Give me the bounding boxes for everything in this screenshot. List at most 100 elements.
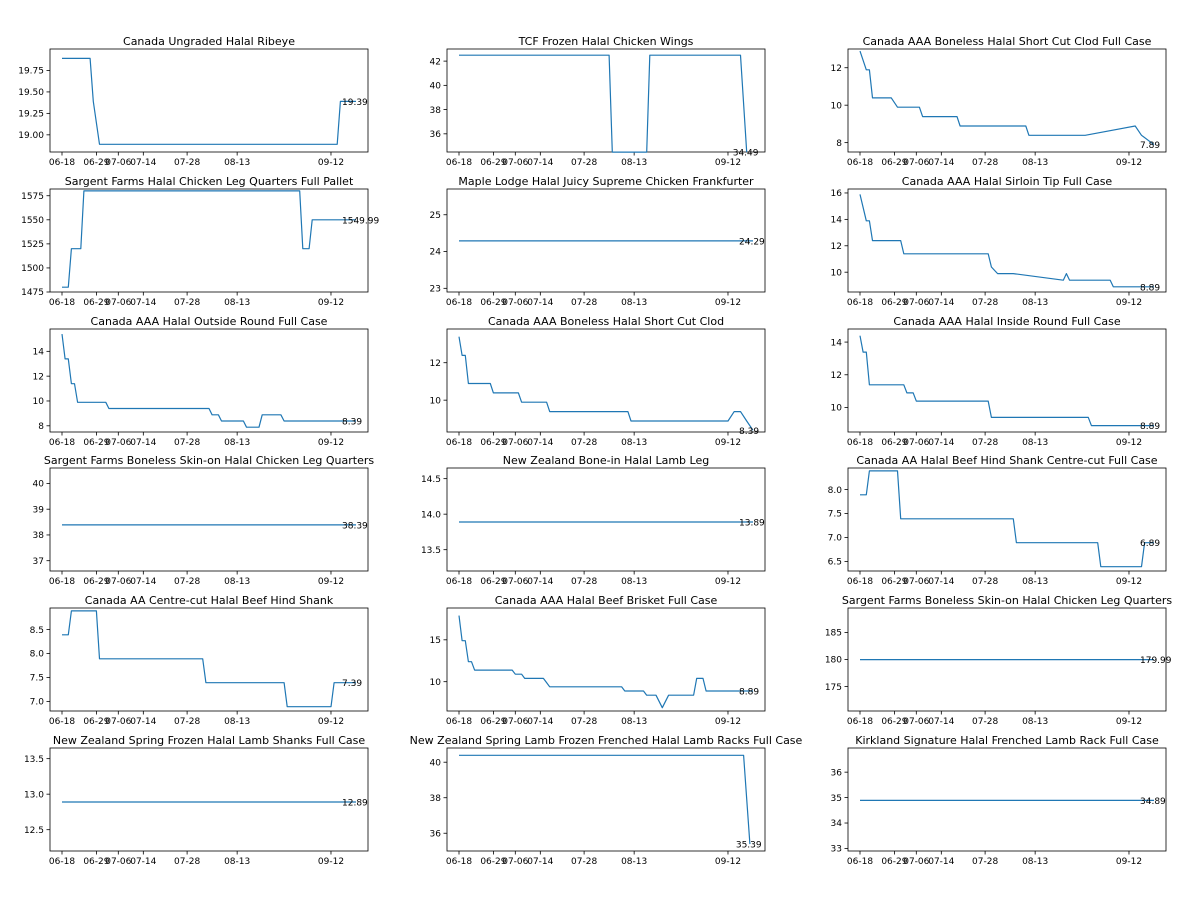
x-tick-label: 09-12 bbox=[1116, 857, 1142, 867]
x-tick-label: 06-18 bbox=[847, 158, 873, 168]
y-tick-label: 8 bbox=[836, 139, 842, 149]
axes-frame bbox=[49, 48, 369, 153]
axes-frame bbox=[446, 188, 766, 293]
end-value-label: 8.89 bbox=[1140, 422, 1160, 432]
x-tick-label: 07-14 bbox=[130, 857, 156, 867]
x-tick-label: 06-29 bbox=[480, 857, 506, 867]
y-tick-label: 6.5 bbox=[828, 558, 842, 568]
x-tick-label: 09-12 bbox=[1116, 158, 1142, 168]
x-tick-label: 07-14 bbox=[130, 717, 156, 727]
x-tick-label: 06-18 bbox=[446, 158, 472, 168]
x-tick-label: 07-06 bbox=[502, 857, 528, 867]
y-tick-label: 1525 bbox=[21, 240, 44, 250]
axes-frame bbox=[49, 188, 369, 293]
x-tick-label: 06-29 bbox=[881, 158, 907, 168]
x-tick-label: 09-12 bbox=[1116, 298, 1142, 308]
y-tick-label: 38 bbox=[430, 106, 442, 116]
x-tick-label: 07-06 bbox=[502, 438, 528, 448]
axes-frame bbox=[446, 467, 766, 572]
x-tick-label: 07-06 bbox=[105, 438, 131, 448]
x-tick-label: 06-29 bbox=[881, 438, 907, 448]
x-tick-label: 07-14 bbox=[928, 857, 954, 867]
x-tick-label: 07-28 bbox=[174, 717, 200, 727]
y-tick-label: 19.00 bbox=[18, 131, 44, 141]
subplot: TCF Frozen Halal Chicken Wings 06-18 06-29… bbox=[430, 35, 766, 168]
y-tick-label: 38 bbox=[33, 531, 45, 541]
x-tick-label: 08-13 bbox=[1022, 158, 1048, 168]
y-tick-label: 12.5 bbox=[24, 826, 44, 836]
price-series-line bbox=[458, 615, 753, 709]
axes-frame bbox=[446, 328, 766, 433]
x-tick-label: 07-14 bbox=[928, 577, 954, 587]
y-tick-label: 14.0 bbox=[421, 510, 441, 520]
x-tick-label: 07-14 bbox=[527, 857, 553, 867]
x-tick-label: 07-14 bbox=[130, 438, 156, 448]
x-tick-label: 08-13 bbox=[621, 717, 647, 727]
x-tick-label: 08-13 bbox=[621, 298, 647, 308]
x-tick-label: 09-12 bbox=[715, 577, 741, 587]
subplot-title: Canada AA Halal Beef Hind Shank Centre-c… bbox=[856, 454, 1157, 467]
y-tick-label: 35 bbox=[831, 794, 842, 804]
x-tick-label: 06-18 bbox=[49, 438, 75, 448]
y-tick-label: 10 bbox=[430, 678, 442, 688]
x-tick-label: 07-14 bbox=[130, 158, 156, 168]
y-tick-label: 12 bbox=[831, 371, 842, 381]
y-tick-label: 12 bbox=[831, 64, 842, 74]
y-tick-label: 7.5 bbox=[30, 674, 44, 684]
y-tick-label: 180 bbox=[825, 656, 842, 666]
x-tick-label: 09-12 bbox=[1116, 717, 1142, 727]
x-tick-label: 07-28 bbox=[174, 158, 200, 168]
end-value-label: 19.39 bbox=[342, 98, 368, 108]
x-tick-label: 07-14 bbox=[928, 298, 954, 308]
price-series-line bbox=[62, 57, 356, 145]
x-tick-label: 07-14 bbox=[928, 158, 954, 168]
y-tick-label: 39 bbox=[33, 505, 45, 515]
subplot: Canada AAA Boneless Halal Short Cut Clod… bbox=[831, 35, 1167, 168]
subplot-title: Maple Lodge Halal Juicy Supreme Chicken … bbox=[458, 175, 754, 188]
y-tick-label: 40 bbox=[33, 480, 45, 490]
y-tick-label: 34 bbox=[831, 819, 843, 829]
x-tick-label: 06-29 bbox=[881, 717, 907, 727]
price-series-line bbox=[859, 335, 1154, 427]
y-tick-label: 8.0 bbox=[30, 650, 45, 660]
price-series-line bbox=[459, 54, 748, 153]
price-series-line bbox=[61, 334, 356, 428]
subplot: Sargent Farms Boneless Skin-on Halal Chi… bbox=[33, 454, 375, 587]
x-tick-label: 07-06 bbox=[903, 577, 929, 587]
x-tick-label: 08-13 bbox=[1022, 717, 1048, 727]
x-tick-label: 09-12 bbox=[715, 857, 741, 867]
x-tick-label: 08-13 bbox=[224, 438, 250, 448]
x-tick-label: 09-12 bbox=[318, 158, 344, 168]
y-tick-label: 1475 bbox=[21, 288, 44, 298]
subplot: New Zealand Bone-in Halal Lamb Leg 06-18 0… bbox=[421, 454, 766, 587]
x-tick-label: 06-29 bbox=[480, 158, 506, 168]
x-tick-label: 09-12 bbox=[318, 857, 344, 867]
y-tick-label: 12 bbox=[831, 242, 842, 252]
y-tick-label: 1575 bbox=[21, 192, 44, 202]
price-series-line bbox=[860, 470, 1154, 568]
subplot: Maple Lodge Halal Juicy Supreme Chicken … bbox=[430, 175, 766, 308]
subplot-title: Sargent Farms Boneless Skin-on Halal Chi… bbox=[842, 594, 1172, 607]
x-tick-label: 07-06 bbox=[502, 298, 528, 308]
x-tick-label: 09-12 bbox=[318, 577, 344, 587]
x-tick-label: 06-18 bbox=[446, 857, 472, 867]
y-tick-label: 185 bbox=[825, 629, 842, 639]
axes-frame bbox=[847, 48, 1167, 153]
x-tick-label: 07-06 bbox=[903, 717, 929, 727]
x-tick-label: 08-13 bbox=[1022, 438, 1048, 448]
x-tick-label: 06-18 bbox=[847, 298, 873, 308]
y-tick-label: 10 bbox=[33, 397, 45, 407]
y-tick-label: 36 bbox=[430, 829, 442, 839]
y-tick-label: 19.50 bbox=[18, 88, 44, 98]
x-tick-label: 06-29 bbox=[83, 298, 109, 308]
x-tick-label: 09-12 bbox=[715, 298, 741, 308]
y-tick-label: 1550 bbox=[21, 216, 44, 226]
axes-frame bbox=[446, 747, 766, 852]
y-tick-label: 175 bbox=[825, 683, 842, 693]
y-tick-label: 8.0 bbox=[828, 486, 843, 496]
axes-frame bbox=[847, 328, 1167, 433]
subplot-title: New Zealand Spring Lamb Frozen Frenched … bbox=[410, 734, 803, 747]
x-tick-label: 07-28 bbox=[972, 298, 998, 308]
x-tick-label: 08-13 bbox=[224, 857, 250, 867]
